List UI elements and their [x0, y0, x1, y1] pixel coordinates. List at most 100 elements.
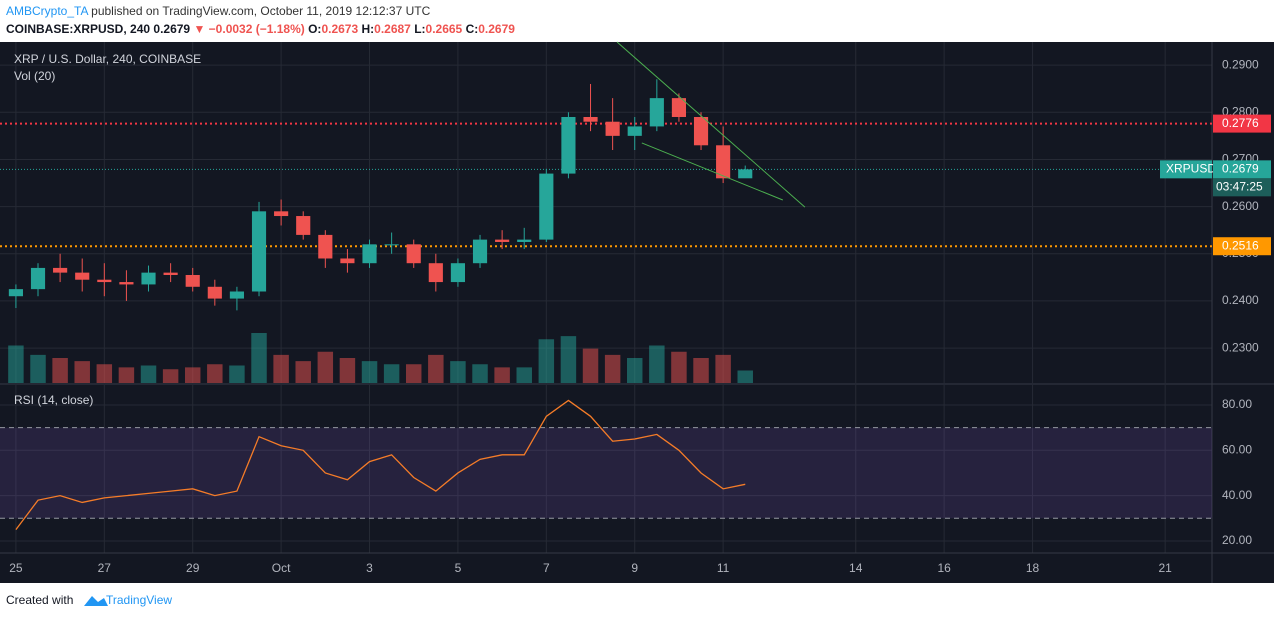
candle-body: [384, 244, 399, 246]
header-line: AMBCrypto_TA published on TradingView.co…: [6, 4, 431, 18]
ohlc-value: 0.2679: [478, 22, 515, 36]
candle-body: [53, 267, 68, 273]
candle-body: [97, 279, 112, 283]
footer-text: Created with: [6, 593, 73, 607]
candle-body: [251, 211, 267, 292]
logo: [84, 596, 108, 606]
volume-bar: [140, 365, 157, 383]
volume-bar: [428, 354, 444, 383]
footer-brand[interactable]: TradingView: [106, 593, 172, 607]
x-tick-label: 11: [717, 561, 730, 575]
candle-body: [738, 169, 753, 179]
rsi-title: RSI (14, close): [14, 393, 93, 407]
x-tick-label: 9: [631, 561, 638, 575]
x-tick-label: 14: [849, 561, 863, 575]
volume-bar: [604, 354, 621, 383]
ohlc-key: C:: [466, 22, 479, 36]
trendline: [641, 142, 783, 201]
volume-bar: [229, 365, 245, 383]
symbol-line: COINBASE:XRPUSD, 240 0.2679 ▼ −0.0032 (−…: [6, 22, 515, 36]
candle-body: [296, 216, 311, 235]
ohlc-key: H:: [361, 22, 374, 36]
x-tick-label: 18: [1026, 561, 1040, 575]
volume-bar: [52, 358, 68, 383]
trendline: [616, 41, 806, 208]
level-label-bg: [1213, 114, 1271, 133]
candle-body: [649, 98, 664, 127]
candle-body: [30, 267, 46, 290]
candle-body: [207, 286, 222, 299]
volume-bar: [317, 351, 334, 383]
y-tick-label: 0.2400: [1222, 293, 1259, 307]
ohlc-value: 0.2687: [374, 22, 411, 36]
volume-bar: [118, 367, 135, 383]
arrow: ▼: [193, 22, 205, 36]
volume-bar: [671, 351, 687, 383]
candle-body: [605, 121, 620, 136]
candle-body: [340, 258, 355, 264]
candle-body: [583, 116, 598, 122]
candle-body: [671, 98, 687, 117]
x-tick-label: 3: [366, 561, 373, 575]
volume-bar: [626, 358, 643, 383]
candle-body: [274, 211, 289, 217]
last: 0.2679: [153, 22, 190, 36]
x-tick-label: 5: [455, 561, 462, 575]
last-price-bg: [1213, 160, 1271, 179]
volume-bar: [207, 364, 223, 383]
ohlc-value: 0.2665: [426, 22, 463, 36]
last-name: XRPUSD: [1166, 162, 1216, 176]
x-tick-label: 27: [98, 561, 112, 575]
candle-body: [627, 126, 642, 136]
candle-body: [141, 272, 156, 285]
volume-bar: [715, 354, 731, 383]
volume-bar: [649, 345, 665, 383]
candle-body: [163, 272, 178, 275]
user[interactable]: AMBCrypto_TA: [6, 4, 88, 18]
countdown: 03:47:25: [1216, 180, 1263, 194]
x-tick-label: 21: [1158, 561, 1172, 575]
volume-bar: [96, 364, 113, 383]
candle-body: [561, 116, 576, 174]
candle-body: [8, 289, 23, 297]
rsi-band: [0, 427, 1212, 519]
x-tick-label: 16: [937, 561, 951, 575]
x-tick-label: 7: [543, 561, 550, 575]
candle-body: [716, 145, 731, 179]
level-label: 0.2516: [1222, 238, 1259, 252]
symbol: COINBASE:XRPUSD, 240: [6, 22, 150, 36]
candle-body: [318, 234, 333, 259]
y-tick-label: 20.00: [1222, 533, 1252, 547]
published: published on TradingView.com, October 11…: [91, 4, 430, 18]
volume-bar: [339, 358, 356, 383]
rsi-line: [15, 399, 746, 531]
candle-body: [428, 263, 443, 283]
volume-bar: [693, 358, 709, 383]
volume-label: Vol (20): [14, 69, 55, 83]
volume-bar: [472, 364, 488, 383]
ohlc-key: L:: [414, 22, 425, 36]
volume-bar: [184, 367, 201, 383]
x-tick-label: Oct: [272, 561, 291, 575]
chart-title: XRP / U.S. Dollar, 240, COINBASE: [14, 52, 201, 66]
volume-bar: [383, 364, 400, 383]
y-tick-label: 40.00: [1222, 488, 1252, 502]
volume-bar: [560, 336, 577, 383]
candle-body: [406, 244, 421, 264]
candle-body: [495, 239, 510, 242]
volume-bar: [450, 361, 466, 383]
candle-body: [119, 282, 134, 285]
candle-body: [450, 263, 465, 283]
y-tick-label: 80.00: [1222, 397, 1252, 411]
volume-bar: [516, 367, 532, 383]
volume-bar: [361, 361, 378, 383]
y-tick-label: 0.2300: [1222, 340, 1259, 354]
ohlc-value: 0.2673: [321, 22, 358, 36]
ohlc-key: O:: [308, 22, 321, 36]
candle-body: [517, 239, 532, 242]
volume-bar: [494, 367, 510, 383]
volume-bar: [405, 364, 422, 383]
volume-bar: [251, 333, 267, 383]
